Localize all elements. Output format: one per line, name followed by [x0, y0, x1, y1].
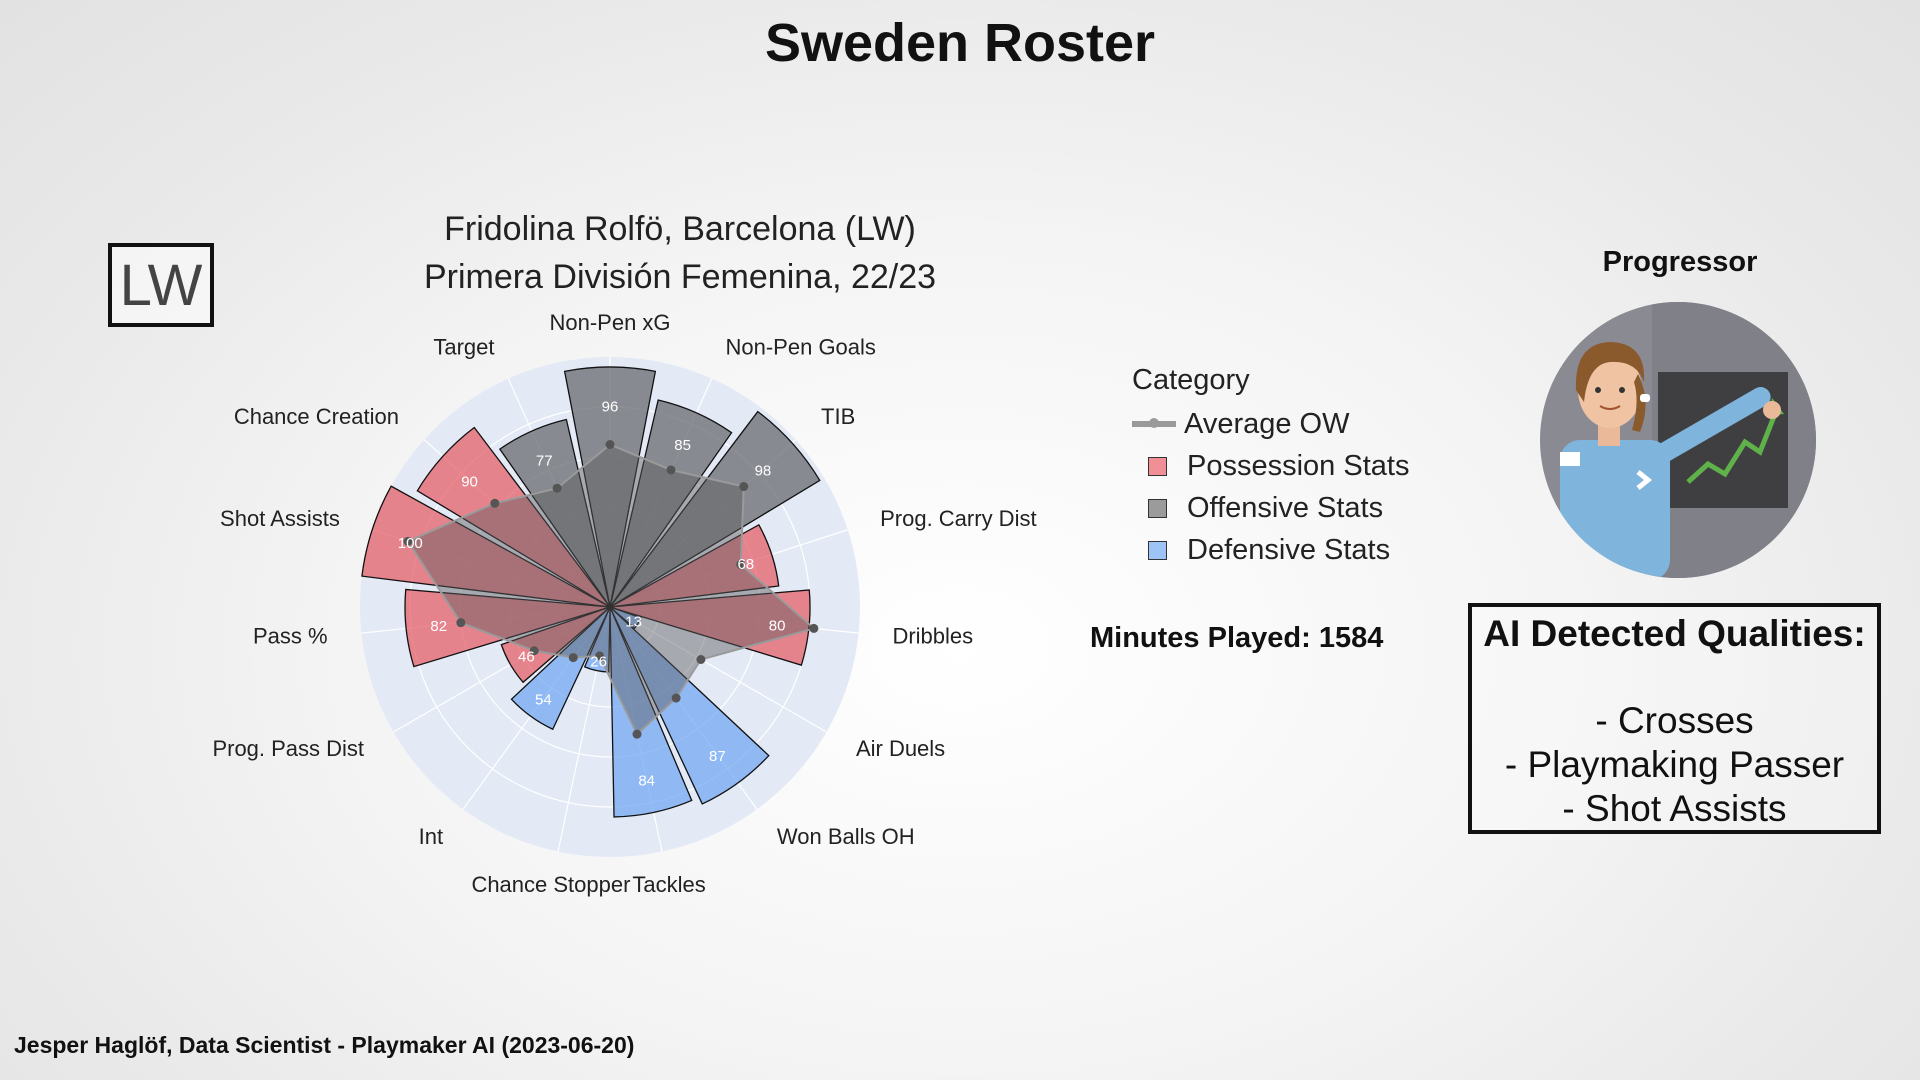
bar-chance-creation: [416, 426, 611, 608]
legend-label: Defensive Stats: [1187, 533, 1391, 566]
value-label: 80: [769, 618, 786, 635]
axis-label: Non-Pen xG: [549, 310, 670, 335]
bar-int: [510, 606, 611, 731]
grid-spoke: [609, 606, 827, 733]
position-badge: LW: [108, 243, 214, 327]
average-ow-point: [696, 655, 706, 664]
value-label: 90: [461, 474, 478, 491]
bar-dribbles: [609, 589, 811, 666]
value-label: 46: [518, 648, 535, 665]
bar-won-balls-oh: [609, 606, 770, 805]
value-label: 85: [674, 437, 691, 454]
average-ow-point: [529, 646, 539, 656]
average-ow-point: [666, 465, 676, 475]
quality-item: - Shot Assists: [1562, 788, 1787, 829]
value-label: 100: [398, 535, 423, 552]
legend-line-marker: [1132, 418, 1176, 429]
bar-non-pen-xg: [563, 366, 657, 608]
chart-legend: Category Average OW Possession Stats Off…: [1132, 364, 1409, 571]
value-label: 98: [755, 462, 772, 479]
axis-label: Target: [433, 335, 494, 360]
value-label: 84: [638, 773, 655, 790]
bar-prog-pass-dist: [500, 606, 611, 684]
axis-label: Chance Stopper: [471, 872, 630, 897]
legend-title: Category: [1132, 364, 1250, 396]
average-ow-point: [568, 653, 578, 663]
bar-non-pen-goals: [609, 399, 733, 608]
axis-label: Pass %: [253, 624, 328, 649]
average-ow-polygon: [406, 443, 816, 736]
chart-subtitle: Primera División Femenina, 22/23: [423, 258, 937, 296]
legend-label: Offensive Stats: [1187, 491, 1384, 524]
qualities-list: - Crosses - Playmaking Passer - Shot Ass…: [1472, 699, 1877, 831]
legend-item-defensive: Defensive Stats: [1132, 529, 1409, 571]
axis-label: Prog. Pass Dist: [212, 736, 364, 761]
axis-label: Dribbles: [892, 624, 973, 649]
average-ow-point: [671, 693, 681, 703]
value-label: 82: [430, 618, 447, 635]
average-ow-point: [632, 729, 642, 739]
average-ow-point: [456, 618, 466, 628]
chart-title: Fridolina Rolfö, Barcelona (LW): [444, 210, 916, 248]
legend-swatch: [1148, 540, 1167, 560]
value-label: 68: [737, 556, 754, 573]
legend-item-average-ow: Average OW: [1132, 403, 1409, 445]
value-label: 26: [590, 653, 607, 670]
value-label: 54: [535, 692, 552, 709]
axis-label: Chance Creation: [234, 404, 399, 429]
legend-swatch: [1148, 498, 1167, 518]
axis-label: Air Duels: [856, 736, 945, 761]
average-ow-point: [490, 498, 500, 508]
axis-label: Int: [419, 824, 443, 849]
average-ow-point: [403, 536, 413, 546]
bar-pass-: [404, 588, 611, 668]
average-ow-point: [809, 623, 819, 633]
average-ow-point: [595, 651, 605, 661]
value-label: 77: [536, 452, 553, 469]
legend-label: Average OW: [1184, 407, 1350, 440]
progressor-avatar-icon: [1540, 302, 1816, 578]
bar-tib: [609, 410, 821, 608]
archetype-label: Progressor: [1602, 246, 1758, 278]
qualities-title: AI Detected Qualities:: [1483, 613, 1866, 654]
bar-air-duels: [609, 606, 642, 630]
average-ow-point: [552, 483, 562, 493]
bar-target: [498, 418, 611, 608]
average-ow-point: [605, 440, 615, 449]
axis-label: Non-Pen Goals: [726, 335, 876, 360]
average-ow-point: [739, 482, 749, 492]
axis-label: Tackles: [632, 872, 705, 897]
bar-shot-assists: [361, 485, 611, 608]
bar-tackles: [609, 606, 693, 818]
value-label: 87: [709, 748, 726, 765]
axis-label: Shot Assists: [220, 506, 340, 531]
radar-chart: 96 85 98 68 80 13 87 84 26 54 46 82 100 90 77 Non-Pen x…: [212, 310, 1036, 897]
quality-item: - Crosses: [1595, 700, 1754, 741]
bar-prog-carry-dist: [609, 523, 780, 608]
legend-item-offensive: Offensive Stats: [1132, 487, 1409, 529]
legend-label: Possession Stats: [1187, 449, 1410, 482]
average-ow-point: [736, 560, 746, 570]
minutes-played: Minutes Played: 1584: [1090, 622, 1384, 654]
axis-label: Won Balls OH: [777, 824, 915, 849]
axis-label: Prog. Carry Dist: [880, 506, 1036, 531]
footer-credit: Jesper Haglöf, Data Scientist - Playmake…: [14, 1032, 635, 1058]
axis-label: TIB: [821, 404, 855, 429]
page-title: Sweden Roster: [764, 13, 1156, 73]
quality-item: - Playmaking Passer: [1504, 744, 1845, 785]
legend-item-possession: Possession Stats: [1132, 445, 1409, 487]
legend-swatch: [1148, 456, 1167, 476]
ai-qualities-box: AI Detected Qualities: - Crosses - Playm…: [1468, 603, 1881, 834]
value-label: 13: [625, 614, 642, 631]
value-label: 96: [602, 398, 619, 415]
